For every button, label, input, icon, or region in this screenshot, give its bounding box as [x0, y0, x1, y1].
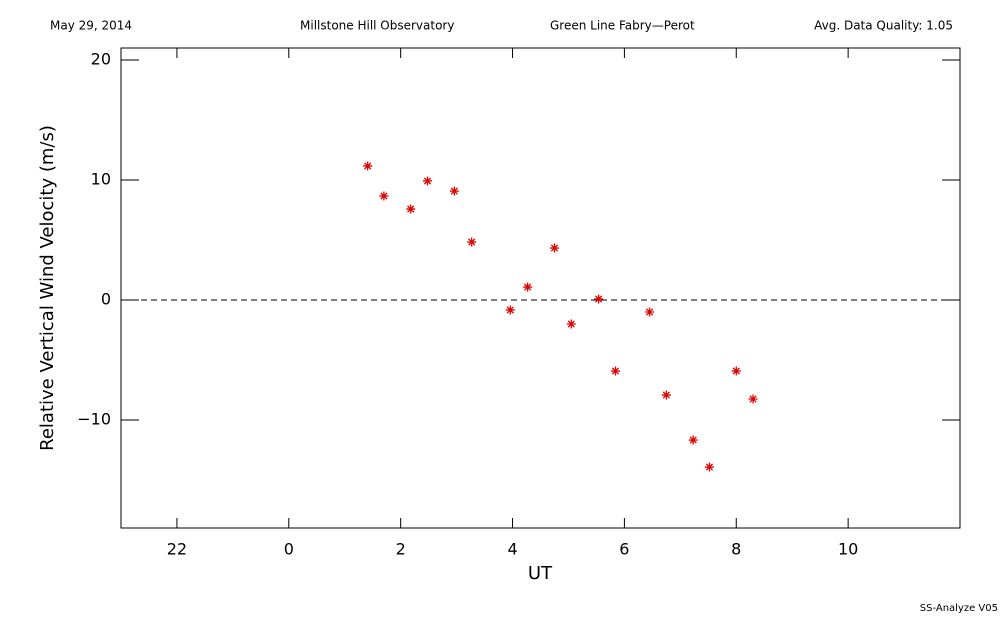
x-tick-label: 4: [507, 540, 517, 559]
data-point: [505, 305, 515, 315]
data-point: [363, 161, 373, 171]
data-point: [704, 462, 714, 472]
data-point: [688, 435, 698, 445]
y-tick-label: 0: [101, 290, 111, 309]
x-tick-label: 10: [838, 540, 858, 559]
data-point: [549, 243, 559, 253]
data-point: [566, 319, 576, 329]
x-tick-label: 22: [167, 540, 187, 559]
data-point: [423, 176, 433, 186]
instrument: Green Line Fabry—Perot: [550, 19, 695, 33]
date: May 29, 2014: [50, 19, 132, 33]
data-point: [379, 191, 389, 201]
x-tick-label: 0: [284, 540, 294, 559]
x-tick-label: 2: [396, 540, 406, 559]
y-tick-label: −10: [77, 410, 111, 429]
data-point: [406, 204, 416, 214]
observatory: Millstone Hill Observatory: [300, 19, 454, 33]
x-axis-label: UT: [528, 563, 553, 584]
data-quality: Avg. Data Quality: 1.05: [814, 19, 953, 33]
x-tick-label: 8: [731, 540, 741, 559]
data-point: [449, 186, 459, 196]
data-point: [467, 237, 477, 247]
plot-frame: [120, 47, 961, 529]
data-point: [610, 366, 620, 376]
data-point: [661, 390, 671, 400]
data-point: [645, 307, 655, 317]
y-tick-label: 10: [91, 170, 111, 189]
data-point: [731, 366, 741, 376]
data-point: [594, 294, 604, 304]
data-point: [523, 282, 533, 292]
x-tick-label: 6: [619, 540, 629, 559]
y-axis-label: Relative Vertical Wind Velocity (m/s): [37, 125, 58, 451]
y-tick-label: 20: [91, 50, 111, 69]
data-point: [748, 394, 758, 404]
footer: SS-Analyze V05: [920, 603, 998, 614]
